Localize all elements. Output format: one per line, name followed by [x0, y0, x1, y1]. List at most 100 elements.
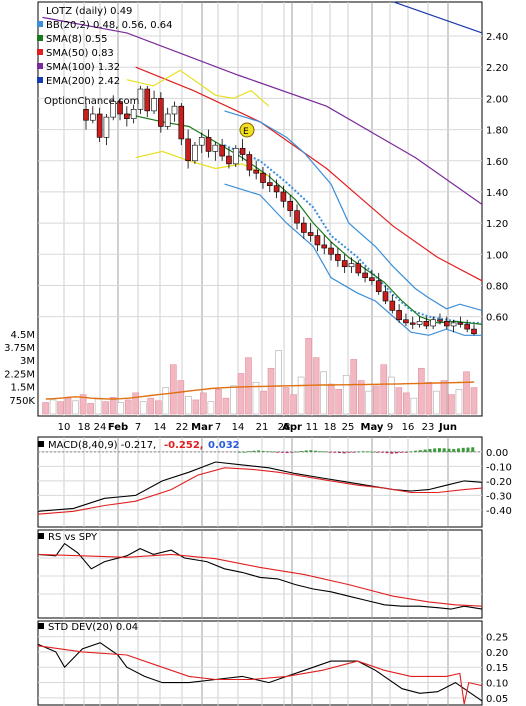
legend-entry: SMA(100) 1.32	[46, 62, 120, 73]
macd-series-line	[37, 461, 483, 512]
candle-body	[144, 88, 151, 112]
macd-histogram-bar	[466, 447, 470, 452]
candle-body	[437, 319, 443, 322]
volume-bar	[365, 390, 373, 415]
rs-series-line	[37, 542, 483, 610]
x-axis-tick: 7	[215, 422, 221, 433]
candle-body	[130, 109, 137, 119]
macd-histogram-bar	[447, 448, 451, 452]
x-axis-tick: 28	[278, 422, 291, 433]
x-axis-tick: Jun	[438, 422, 457, 433]
legend-swatch	[37, 63, 43, 69]
volume-bar	[222, 397, 230, 415]
x-axis-tick: 25	[342, 422, 355, 433]
legend-entry: BB(20,2) 0.48, 0.56, 0.64	[46, 20, 172, 31]
candle-body	[457, 322, 464, 325]
macd-histogram-bar	[390, 451, 394, 454]
rs-series-line	[37, 553, 483, 607]
macd-histogram-bar	[385, 451, 389, 454]
series-line	[135, 66, 483, 282]
volume-bar	[403, 392, 410, 415]
volume-bar	[117, 402, 124, 415]
macd-histogram-bar	[323, 451, 327, 453]
macd-histogram-bar	[361, 451, 365, 453]
macd-histogram-bar	[414, 450, 418, 452]
candle-body	[232, 147, 239, 165]
x-axis-tick: 18	[324, 422, 337, 433]
x-axis-tick: 22	[176, 422, 189, 433]
macd-histogram-bar	[257, 450, 261, 452]
stddev-axis-tick: 0.05	[486, 694, 508, 705]
candle-body	[396, 310, 402, 321]
candle-body	[212, 144, 219, 152]
volume-bar	[305, 338, 312, 415]
macd-histogram-bar	[471, 447, 475, 452]
macd-histogram-bar	[452, 449, 456, 452]
earnings-marker	[239, 122, 255, 138]
stddev-series-line	[37, 642, 483, 702]
macd-histogram-bar	[290, 451, 294, 453]
x-axis-tick: 14	[232, 422, 245, 433]
candle-body	[341, 260, 348, 268]
price-axis-tick: 0.80	[486, 281, 508, 292]
macd-histogram-bar	[352, 451, 356, 453]
volume-bar	[387, 376, 395, 415]
candle-body	[403, 319, 409, 324]
macd-legend-value: -0.252,	[164, 440, 204, 451]
volume-bar	[297, 376, 305, 415]
macd-histogram-bar	[304, 450, 308, 452]
candle-body	[348, 263, 355, 268]
macd-histogram-bar	[299, 451, 303, 452]
price-axis-tick: 1.40	[486, 188, 508, 199]
volume-bar	[470, 387, 478, 415]
volume-bar	[425, 382, 433, 415]
macd-histogram-bar	[461, 447, 465, 452]
candle-body	[335, 253, 341, 261]
volume-bar	[237, 373, 245, 415]
macd-histogram-bar	[442, 448, 446, 452]
x-axis-tick: 7	[135, 422, 141, 433]
stddev-axis-tick: 0.20	[486, 648, 508, 659]
volume-bar	[94, 398, 102, 415]
volume-bar	[418, 367, 425, 415]
macd-histogram-bar	[337, 451, 341, 454]
macd-axis-tick: -0.20	[486, 477, 512, 488]
candle-body	[443, 320, 450, 327]
volume-bar	[147, 397, 155, 415]
volume-bar	[177, 380, 185, 415]
volume-bar	[102, 401, 109, 415]
candle-body	[198, 137, 205, 146]
volume-bar	[320, 371, 327, 415]
macd-legend: MACD(8,40,9) -0.217,	[48, 440, 156, 451]
volume-bar	[169, 364, 177, 415]
candle-body	[355, 263, 362, 274]
volume-bar	[245, 357, 252, 415]
candle-body	[382, 291, 389, 302]
candle-body	[375, 280, 382, 292]
volume-bar	[124, 399, 132, 415]
volume-bar	[282, 387, 290, 415]
candle-body	[287, 200, 294, 211]
candle-body	[464, 324, 470, 330]
legend-swatch	[37, 35, 43, 41]
x-axis-tick: 23	[422, 422, 435, 433]
candle-body	[171, 105, 178, 115]
macd-histogram-bar	[328, 451, 332, 453]
macd-histogram-bar	[433, 448, 437, 452]
macd-axis-tick: -0.30	[486, 491, 512, 502]
x-axis-tick: Feb	[108, 422, 128, 433]
candle-body	[362, 272, 368, 278]
volume-bar	[72, 400, 79, 415]
candle-body	[164, 113, 171, 127]
macd-histogram-bar	[261, 451, 265, 452]
candle-body	[416, 320, 423, 325]
macd-histogram-bar	[371, 451, 375, 453]
series-line	[126, 113, 483, 325]
volume-axis-tick: 3M	[20, 356, 35, 367]
macd-histogram-bar	[342, 451, 346, 454]
volume-bar	[109, 396, 117, 415]
volume-bar	[372, 385, 380, 415]
macd-histogram-bar	[399, 451, 403, 453]
volume-bar	[342, 374, 350, 415]
macd-histogram-bar	[357, 451, 360, 453]
